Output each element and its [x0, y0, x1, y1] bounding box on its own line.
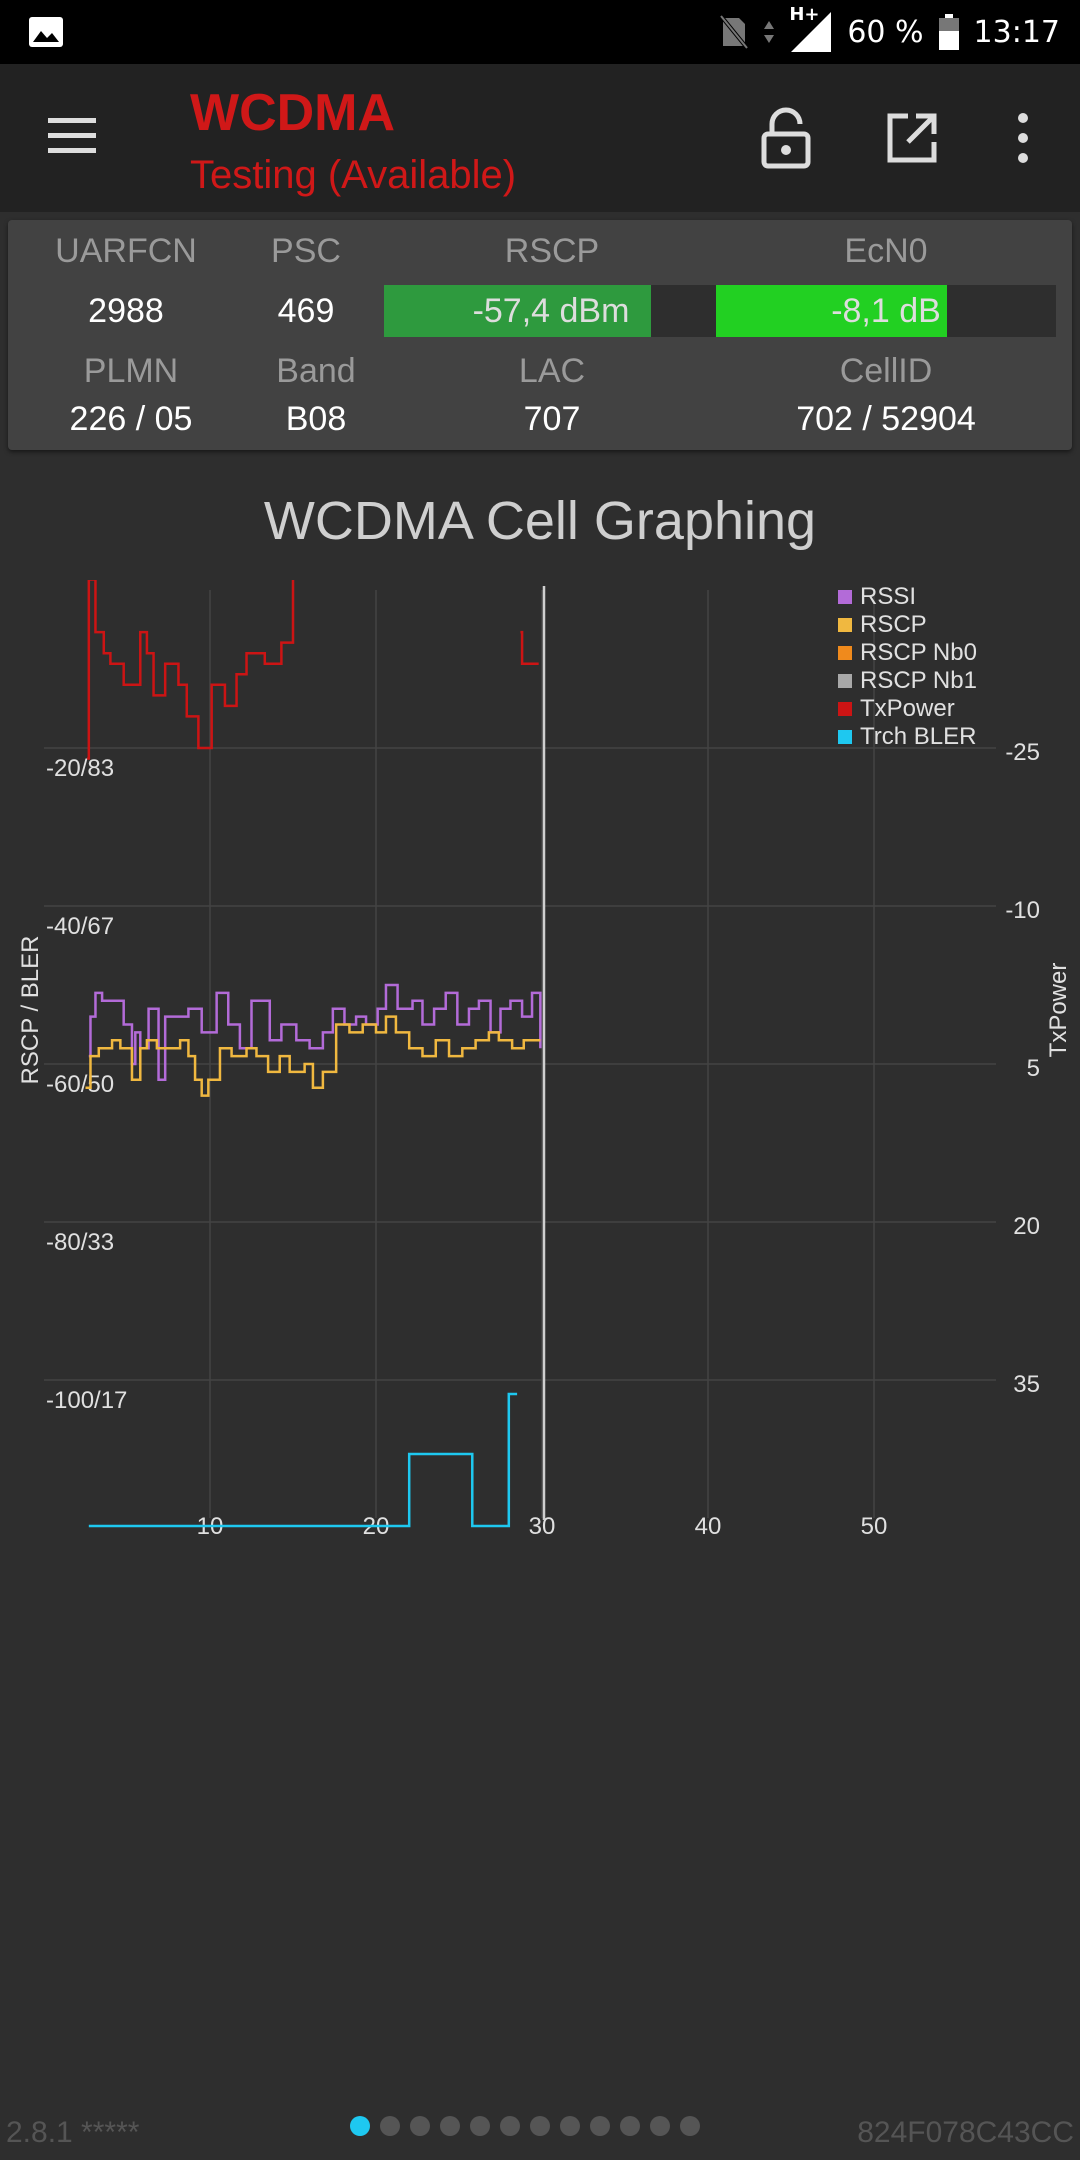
y2-tick-label: 20: [1013, 1213, 1040, 1240]
band-value: B08: [285, 400, 347, 438]
page-dot[interactable]: [590, 2116, 610, 2136]
ecn0-bar: -8,1 dB: [716, 285, 1056, 337]
legend-swatch: [838, 730, 852, 744]
page-title: WCDMA: [190, 84, 396, 142]
page-dot[interactable]: [530, 2116, 550, 2136]
plmn-label: PLMN: [83, 352, 179, 390]
series-line-txpower: [87, 580, 295, 760]
plmn-value: 226 / 05: [69, 400, 193, 438]
battery-icon: [938, 14, 959, 50]
series-line-rscp: [85, 1015, 541, 1097]
open-external-icon[interactable]: [884, 110, 940, 166]
cell-info-panel: UARFCN PSC RSCP EcN0 2988 469 -57,4 dBm …: [8, 220, 1072, 450]
legend-label: RSCP: [860, 611, 927, 638]
page-dot[interactable]: [500, 2116, 520, 2136]
y-tick-label: -20/83: [46, 755, 114, 782]
legend-swatch: [838, 674, 852, 688]
legend-swatch: [838, 590, 852, 604]
battery-percent: 60 %: [847, 14, 924, 50]
legend-swatch: [838, 618, 852, 632]
page-dot[interactable]: [410, 2116, 430, 2136]
gallery-icon: [29, 17, 63, 47]
y-tick-label: -40/67: [46, 913, 114, 940]
page-dot[interactable]: [620, 2116, 640, 2136]
clock: 13:17: [973, 14, 1060, 50]
band-label: Band: [276, 352, 356, 390]
y-tick-label: -100/17: [46, 1387, 127, 1414]
ecn0-bar-fill: [716, 285, 948, 337]
series-line-trch-bler: [88, 1392, 518, 1528]
legend-label: RSCP Nb1: [860, 667, 977, 694]
app-version: 2.8.1 *****: [6, 2116, 140, 2149]
cellid-label: CellID: [839, 352, 933, 390]
page-dot[interactable]: [680, 2116, 700, 2136]
page-dot[interactable]: [650, 2116, 670, 2136]
uarfcn-value: 2988: [88, 292, 164, 330]
lock-open-icon[interactable]: [758, 106, 814, 170]
series-line-txpower: [520, 630, 539, 665]
page-dot[interactable]: [470, 2116, 490, 2136]
legend-swatch: [838, 646, 852, 660]
ecn0-value: -8,1 dB: [831, 292, 941, 330]
no-sim-icon: [719, 14, 749, 50]
title-block: WCDMA Testing (Available): [190, 78, 516, 202]
y-tick-label: -80/33: [46, 1229, 114, 1256]
data-arrows-icon: [764, 21, 775, 43]
y-axis-title: RSCP / BLER: [17, 936, 44, 1085]
network-type: H+: [789, 4, 820, 25]
y2-tick-label: 5: [1027, 1055, 1040, 1082]
page-dot[interactable]: [560, 2116, 580, 2136]
page-dot[interactable]: [350, 2116, 370, 2136]
lac-label: LAC: [518, 352, 586, 390]
legend-label: Trch BLER: [860, 723, 976, 750]
legend-label: RSCP Nb0: [860, 639, 977, 666]
legend-label: TxPower: [860, 695, 955, 722]
ecn0-label: EcN0: [844, 232, 928, 270]
psc-label: PSC: [271, 232, 341, 270]
page-subtitle: Testing (Available): [190, 153, 517, 197]
page-dot[interactable]: [380, 2116, 400, 2136]
lac-value: 707: [523, 400, 581, 438]
cellid-value: 702 / 52904: [796, 400, 976, 438]
y2-tick-label: 35: [1013, 1371, 1040, 1398]
legend-label: RSSI: [860, 583, 916, 610]
y2-tick-label: -10: [1005, 897, 1040, 924]
rscp-bar: -57,4 dBm: [384, 285, 718, 337]
cell-graph-chart[interactable]: -20/83 -40/67 -60/50 -80/33 -100/17 -25 -10 5 20…: [0, 580, 1080, 1560]
menu-icon[interactable]: [44, 112, 100, 160]
x-tick-label: 50: [861, 1513, 888, 1540]
x-tick-label: 30: [529, 1513, 556, 1540]
y2-tick-label: -25: [1005, 739, 1040, 766]
page-dot[interactable]: [440, 2116, 460, 2136]
device-id: 824F078C43CC: [857, 2116, 1074, 2149]
rscp-bar-fill: [384, 285, 652, 337]
rscp-value: -57,4 dBm: [472, 292, 630, 330]
psc-value: 469: [277, 292, 335, 330]
uarfcn-label: UARFCN: [55, 232, 197, 270]
y-tick-label: -60/50: [46, 1071, 114, 1098]
chart-title: WCDMA Cell Graphing: [263, 491, 817, 551]
rscp-label: RSCP: [504, 232, 600, 270]
series-line-rssi: [88, 983, 542, 1082]
status-bar: H+ 60 % 13:17: [0, 0, 1080, 64]
signal-icon: H+: [789, 4, 833, 54]
page-indicator[interactable]: [350, 2116, 700, 2136]
legend-swatch: [838, 702, 852, 716]
more-vert-icon[interactable]: [1006, 108, 1040, 168]
app-bar: WCDMA Testing (Available): [0, 64, 1080, 212]
y2-axis-title: TxPower: [1045, 963, 1072, 1058]
x-tick-label: 40: [695, 1513, 722, 1540]
